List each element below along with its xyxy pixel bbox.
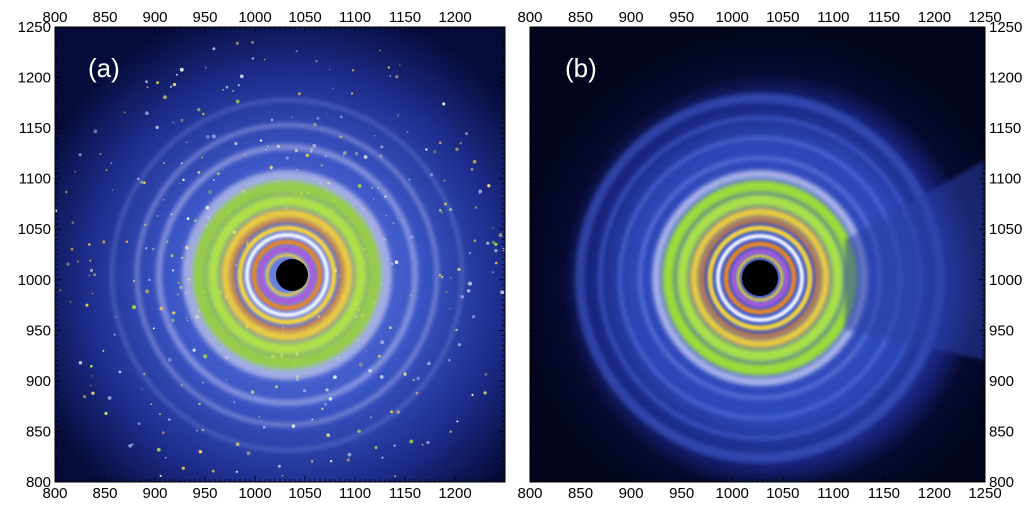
x-tick-label-top: 850: [568, 9, 593, 26]
panel-a-image: [55, 27, 505, 482]
y-tick-label-right: 1250: [989, 19, 1022, 36]
panel-b-beamstop: [742, 260, 778, 296]
x-tick-label-bottom: 1150: [389, 485, 421, 502]
panel-a-beamstop: [276, 259, 308, 291]
x-tick-label-top: 1100: [817, 9, 849, 26]
x-tick-label-bottom: 850: [568, 485, 593, 502]
x-tick-label-bottom: 1150: [868, 485, 900, 502]
panel-a-axes: 8008008508509009009509501000100010501050…: [18, 9, 506, 502]
x-tick-label-top: 1100: [339, 9, 371, 26]
x-tick-label-bottom: 800: [42, 485, 67, 502]
x-tick-label-top: 1000: [716, 9, 749, 26]
x-tick-label-bottom: 850: [92, 485, 117, 502]
y-tick-label-right: 800: [989, 474, 1014, 491]
x-tick-label-top: 850: [92, 9, 117, 26]
x-tick-label-bottom: 1050: [288, 485, 321, 502]
y-tick-label-left: 1100: [19, 171, 51, 188]
y-tick-label-right: 950: [989, 322, 1014, 339]
y-tick-label-right: 1000: [989, 272, 1022, 289]
y-tick-label-right: 1200: [989, 70, 1022, 87]
x-tick-label-bottom: 1050: [766, 485, 799, 502]
panel-b-image: [530, 27, 985, 482]
x-tick-label-bottom: 900: [142, 485, 167, 502]
x-tick-label-top: 1150: [389, 9, 421, 26]
x-tick-label-bottom: 1000: [238, 485, 271, 502]
panel-b: (b) 800 800 850 850 900 900 950 950 1000 1000 1050…: [517, 9, 1022, 502]
panel-b-axes: 800 800 850 850 900 900 950 950 1000 1000 1050 1050…: [517, 9, 1022, 502]
panel-a-rings: [110, 98, 464, 452]
y-tick-label-left: 1250: [18, 19, 51, 36]
x-tick-label-top: 800: [517, 9, 542, 26]
x-tick-label-top: 1200: [918, 9, 951, 26]
y-tick-label-left: 1000: [18, 272, 51, 289]
x-tick-label-bottom: 1200: [918, 485, 951, 502]
y-tick-label-left: 900: [26, 373, 51, 390]
panel-a: (a) 800800850850900900950950100010001050…: [18, 9, 506, 502]
x-tick-label-bottom: 1100: [817, 485, 849, 502]
x-tick-label-bottom: 950: [192, 485, 217, 502]
x-tick-label-top: 1150: [868, 9, 900, 26]
y-tick-label-left: 1050: [18, 221, 51, 238]
x-tick-label-top: 1200: [438, 9, 471, 26]
panel-b-label: (b): [565, 53, 597, 83]
y-tick-label-right: 850: [989, 423, 1014, 440]
x-tick-label-bottom: 1250: [968, 485, 1001, 502]
y-tick-label-left: 800: [26, 474, 51, 491]
x-tick-label-bottom: 1200: [438, 485, 471, 502]
panel-a-label: (a): [88, 53, 120, 83]
x-tick-label-top: 900: [142, 9, 167, 26]
y-tick-label-left: 1200: [18, 70, 51, 87]
x-tick-label-top: 950: [669, 9, 694, 26]
x-tick-label-top: 1050: [766, 9, 799, 26]
y-tick-label-left: 850: [26, 423, 51, 440]
x-tick-label-top: 1250: [968, 9, 1001, 26]
y-tick-label-right: 1150: [989, 120, 1021, 137]
y-tick-label-right: 1100: [989, 171, 1021, 188]
x-tick-label-bottom: 1000: [716, 485, 749, 502]
x-tick-label-top: 950: [192, 9, 217, 26]
y-tick-label-right: 1050: [989, 221, 1022, 238]
x-tick-label-bottom: 1100: [339, 485, 371, 502]
x-tick-label-top: 900: [619, 9, 644, 26]
x-tick-label-bottom: 950: [669, 485, 694, 502]
x-tick-label-bottom: 800: [517, 485, 542, 502]
y-tick-label-left: 950: [26, 322, 51, 339]
x-tick-label-top: 1050: [288, 9, 321, 26]
panel-a-background: [55, 27, 505, 482]
x-tick-label-top: 800: [42, 9, 67, 26]
y-tick-label-right: 900: [989, 373, 1014, 390]
x-tick-label-top: 1000: [238, 9, 271, 26]
y-tick-label-left: 1150: [19, 120, 51, 137]
x-tick-label-bottom: 900: [619, 485, 644, 502]
